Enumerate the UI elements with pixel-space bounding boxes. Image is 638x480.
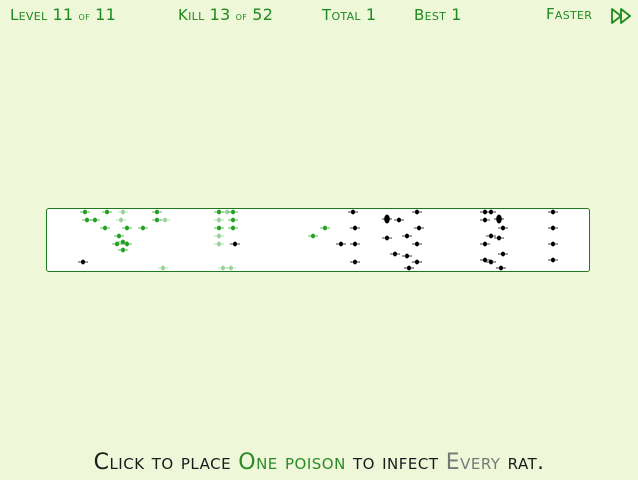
healthy-rat: [404, 265, 414, 271]
healthy-rat: [402, 253, 412, 259]
infected-rat: [228, 209, 238, 215]
healthy-rat: [412, 241, 422, 247]
level-value: 11: [52, 5, 74, 24]
infected-rat: [214, 241, 224, 247]
healthy-rat: [498, 225, 508, 231]
infected-rat: [308, 233, 318, 239]
instruction-click: Click: [93, 450, 145, 475]
infected-rat: [118, 209, 128, 215]
infected-rat: [100, 225, 110, 231]
infected-rat: [152, 209, 162, 215]
infected-rat: [214, 209, 224, 215]
instruction-every: Every: [445, 450, 501, 475]
healthy-rat: [486, 259, 496, 265]
rat-field: [78, 209, 558, 271]
infected-rat: [226, 265, 236, 271]
infected-rat: [90, 217, 100, 223]
healthy-rat: [382, 235, 392, 241]
instruction-to-place: to place: [151, 450, 232, 474]
healthy-rat: [348, 209, 358, 215]
best-label: Best: [414, 6, 447, 24]
infected-rat: [122, 225, 132, 231]
healthy-rat: [480, 257, 490, 263]
healthy-rat: [412, 209, 422, 215]
level-label: Level: [10, 6, 48, 24]
kill-label: Kill: [178, 6, 205, 24]
infected-rat: [116, 217, 126, 223]
healthy-rat: [480, 241, 490, 247]
infected-rat: [228, 225, 238, 231]
kill-value: 13: [209, 5, 231, 24]
healthy-rat: [336, 241, 346, 247]
kill-total: 52: [252, 5, 274, 24]
infected-rat: [228, 217, 238, 223]
healthy-rat: [412, 259, 422, 265]
healthy-rat: [548, 209, 558, 215]
level-indicator: Level 11 of 11: [10, 5, 116, 24]
healthy-rat: [548, 225, 558, 231]
healthy-rat: [230, 241, 240, 247]
instruction-text: Click to place One poison to infect Ever…: [0, 450, 638, 475]
hud-bar: Level 11 of 11 Kill 13 of 52 Total 1 Bes…: [0, 2, 638, 26]
healthy-rat: [390, 251, 400, 257]
healthy-rat: [382, 214, 392, 224]
infected-rat: [118, 247, 128, 253]
instruction-to-infect: to infect: [352, 450, 439, 474]
infected-rat: [320, 225, 330, 231]
instruction-one: One: [238, 450, 278, 475]
infected-rat: [114, 233, 124, 239]
healthy-rat: [350, 259, 360, 265]
rat-arena[interactable]: [46, 208, 590, 272]
healthy-rat: [494, 235, 504, 241]
infected-rat: [160, 217, 170, 223]
infected-rat: [80, 209, 90, 215]
infected-rat: [152, 217, 162, 223]
healthy-rat: [494, 214, 504, 224]
kill-indicator: Kill 13 of 52: [178, 5, 273, 24]
infected-rat: [102, 209, 112, 215]
level-of: of: [78, 9, 91, 23]
healthy-rat: [498, 251, 508, 257]
infected-rat: [214, 233, 224, 239]
infected-rat: [218, 265, 228, 271]
total-indicator: Total 1: [322, 5, 376, 24]
healthy-rat: [496, 265, 506, 271]
healthy-rat: [394, 217, 404, 223]
healthy-rat: [548, 241, 558, 247]
infected-rat: [122, 241, 132, 247]
healthy-rat: [548, 257, 558, 263]
best-value: 1: [451, 5, 462, 24]
infected-rat: [214, 217, 224, 223]
fast-forward-icon[interactable]: [610, 7, 634, 25]
healthy-rat: [480, 217, 490, 223]
healthy-rat: [414, 225, 424, 231]
infected-rat: [214, 225, 224, 231]
kill-of: of: [235, 9, 248, 23]
infected-rat: [158, 265, 168, 271]
infected-rat: [138, 225, 148, 231]
healthy-rat: [78, 259, 88, 265]
infected-rat: [112, 241, 122, 247]
healthy-rat: [402, 233, 412, 239]
healthy-rat: [350, 225, 360, 231]
level-total: 11: [95, 5, 117, 24]
healthy-rat: [350, 241, 360, 247]
instruction-rat: rat.: [507, 450, 545, 474]
instruction-poison: poison: [284, 450, 346, 474]
faster-button[interactable]: Faster: [546, 5, 593, 23]
healthy-rat: [486, 209, 496, 215]
best-indicator: Best 1: [414, 5, 462, 24]
total-label: Total: [322, 6, 361, 24]
healthy-rat: [486, 233, 496, 239]
total-value: 1: [365, 5, 377, 24]
